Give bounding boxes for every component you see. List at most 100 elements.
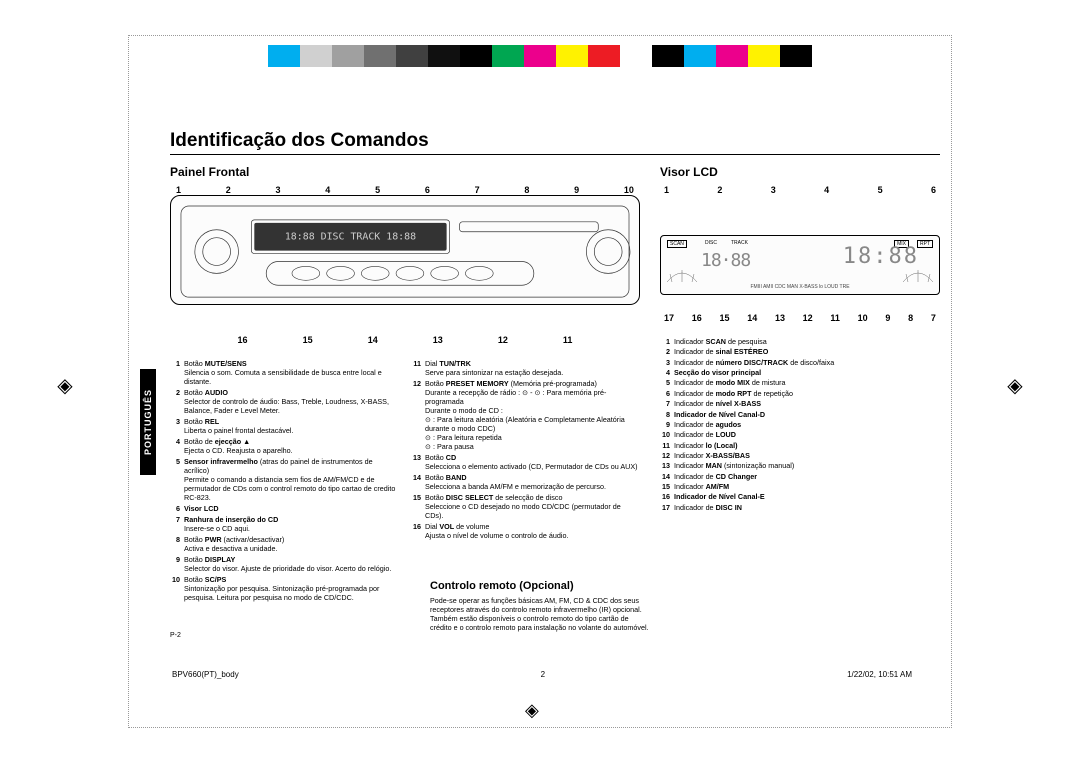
callout-number: 4 bbox=[325, 185, 330, 195]
desc-body: Botão de ejecção ▲Ejecta o CD. Reajusta … bbox=[184, 437, 399, 455]
callout-number: 15 bbox=[719, 313, 729, 323]
lcd-disc-tag: DISC bbox=[705, 240, 717, 246]
desc-item: 8Indicador de Nível Canal-D bbox=[660, 410, 940, 419]
callout-number: 10 bbox=[858, 313, 868, 323]
desc-body: Indicador lo (Local) bbox=[674, 441, 940, 450]
lcd-rpt-tag: RPT bbox=[917, 240, 933, 248]
footer-filename: BPV660(PT)_body bbox=[172, 670, 239, 679]
desc-body: Indicador X-BASS/BAS bbox=[674, 451, 940, 460]
desc-item: 1Indicador SCAN de pesquisa bbox=[660, 337, 940, 346]
desc-number: 15 bbox=[411, 493, 425, 520]
callout-number: 17 bbox=[664, 313, 674, 323]
front-callouts-top: 12345678910 bbox=[170, 185, 640, 195]
callout-number: 7 bbox=[475, 185, 480, 195]
callout-number: 7 bbox=[931, 313, 936, 323]
callout-number: 2 bbox=[717, 185, 722, 195]
lcd-scan-tag: SCAN bbox=[667, 240, 687, 248]
language-tab: PORTUGUÊS bbox=[140, 369, 156, 475]
callout-number: 9 bbox=[574, 185, 579, 195]
desc-item: 5Sensor infravermelho (atras do painel d… bbox=[170, 457, 399, 502]
callout-number: 1 bbox=[664, 185, 669, 195]
desc-body: Visor LCD bbox=[184, 504, 399, 513]
desc-body: Indicador de nível X-BASS bbox=[674, 399, 940, 408]
desc-number: 11 bbox=[660, 441, 674, 450]
desc-item: 13Indicador MAN (sintonização manual) bbox=[660, 461, 940, 470]
footer-page: 2 bbox=[541, 670, 545, 679]
callout-number: 8 bbox=[908, 313, 913, 323]
desc-body: Indicador de modo MIX de mistura bbox=[674, 378, 940, 387]
desc-body: Indicador de LOUD bbox=[674, 430, 940, 439]
callout-number: 2 bbox=[226, 185, 231, 195]
lcd-diagram: SCAN DISC TRACK MIX RPT 18·88 18:88 FMII… bbox=[660, 235, 940, 295]
desc-body: Botão BANDSelecciona a banda AM/FM e mem… bbox=[425, 473, 640, 491]
desc-body: Botão DISPLAYSelector do visor. Ajuste d… bbox=[184, 555, 399, 573]
desc-number: 3 bbox=[170, 417, 184, 435]
desc-number: 12 bbox=[411, 379, 425, 451]
desc-body: Botão PRESET MEMORY (Memória pré-program… bbox=[425, 379, 640, 451]
print-footer: BPV660(PT)_body 2 1/22/02, 10:51 AM bbox=[172, 670, 912, 679]
callout-number: 5 bbox=[878, 185, 883, 195]
desc-number: 11 bbox=[411, 359, 425, 377]
desc-item: 2Botão AUDIOSelector de controlo de áudi… bbox=[170, 388, 399, 415]
desc-item: 1Botão MUTE/SENSSilencia o som. Comuta a… bbox=[170, 359, 399, 386]
callout-number: 11 bbox=[830, 313, 840, 323]
desc-item: 17Indicador de DISC IN bbox=[660, 503, 940, 512]
desc-number: 10 bbox=[660, 430, 674, 439]
registration-mark-right: ◈ bbox=[1000, 370, 1030, 400]
desc-number: 10 bbox=[170, 575, 184, 602]
desc-number: 4 bbox=[170, 437, 184, 455]
desc-body: Dial VOL de volumeAjusta o nível de volu… bbox=[425, 522, 640, 540]
desc-number: 13 bbox=[411, 453, 425, 471]
desc-item: 14Botão BANDSelecciona a banda AM/FM e m… bbox=[411, 473, 640, 491]
lcd-small-digits: 18·88 bbox=[701, 250, 750, 271]
lcd-callouts-bottom: 1716151413121110987 bbox=[660, 313, 940, 323]
desc-body: Indicador SCAN de pesquisa bbox=[674, 337, 940, 346]
desc-body: Indicador de Nível Canal-E bbox=[674, 492, 940, 501]
desc-number: 5 bbox=[170, 457, 184, 502]
desc-number: 1 bbox=[660, 337, 674, 346]
lcd-band-text: FMIII AMII CDC MAN X-BASS lo LOUD TRE bbox=[671, 284, 929, 290]
front-panel-svg: 18:88 DISC TRACK 18:88 bbox=[177, 202, 633, 301]
desc-item: 3Indicador de número DISC/TRACK de disco… bbox=[660, 358, 940, 367]
lcd-column: Visor LCD 123456 SCAN DISC TRACK MIX RPT… bbox=[660, 165, 940, 604]
desc-number: 9 bbox=[170, 555, 184, 573]
desc-body: Indicador de Nível Canal-D bbox=[674, 410, 940, 419]
desc-item: 2Indicador de sinal ESTÉREO bbox=[660, 347, 940, 356]
callout-number: 10 bbox=[624, 185, 634, 195]
callout-number: 16 bbox=[238, 335, 248, 345]
desc-body: Indicador de CD Changer bbox=[674, 472, 940, 481]
desc-item: 9Indicador de agudos bbox=[660, 420, 940, 429]
desc-item: 5Indicador de modo MIX de mistura bbox=[660, 378, 940, 387]
desc-body: Sensor infravermelho (atras do painel de… bbox=[184, 457, 399, 502]
desc-body: Indicador de sinal ESTÉREO bbox=[674, 347, 940, 356]
desc-number: 1 bbox=[170, 359, 184, 386]
desc-item: 6Visor LCD bbox=[170, 504, 399, 513]
callout-number: 6 bbox=[425, 185, 430, 195]
desc-item: 15Botão DISC SELECT de selecção de disco… bbox=[411, 493, 640, 520]
desc-item: 6Indicador de modo RPT de repetição bbox=[660, 389, 940, 398]
desc-item: 11Indicador lo (Local) bbox=[660, 441, 940, 450]
desc-body: Indicador de número DISC/TRACK de disco/… bbox=[674, 358, 940, 367]
desc-body: Botão MUTE/SENSSilencia o som. Comuta a … bbox=[184, 359, 399, 386]
desc-number: 7 bbox=[170, 515, 184, 533]
desc-body: Botão PWR (activar/desactivar)Activa e d… bbox=[184, 535, 399, 553]
lcd-callouts-top: 123456 bbox=[660, 185, 940, 195]
desc-body: Botão AUDIOSelector de controlo de áudio… bbox=[184, 388, 399, 415]
desc-item: 15Indicador AM/FM bbox=[660, 482, 940, 491]
desc-item: 13Botão CDSelecciona o elemento activado… bbox=[411, 453, 640, 471]
desc-number: 14 bbox=[660, 472, 674, 481]
desc-item: 7Indicador de nível X-BASS bbox=[660, 399, 940, 408]
lcd-level-left bbox=[667, 264, 697, 282]
remote-heading-2: Controlo remoto (Opcional) bbox=[430, 580, 650, 592]
callout-number: 14 bbox=[747, 313, 757, 323]
page-content: Identificação dos Comandos Painel Fronta… bbox=[170, 130, 940, 604]
desc-body: Dial TUN/TRKServe para sintonizar na est… bbox=[425, 359, 640, 377]
desc-item: 10Botão SC/PSSintonização por pesquisa. … bbox=[170, 575, 399, 602]
desc-item: 16Indicador de Nível Canal-E bbox=[660, 492, 940, 501]
callout-number: 12 bbox=[498, 335, 508, 345]
desc-number: 4 bbox=[660, 368, 674, 377]
callout-number: 3 bbox=[276, 185, 281, 195]
callout-number: 4 bbox=[824, 185, 829, 195]
callout-number: 13 bbox=[433, 335, 443, 345]
remote-text: Pode-se operar as funções básicas AM, FM… bbox=[430, 596, 650, 632]
